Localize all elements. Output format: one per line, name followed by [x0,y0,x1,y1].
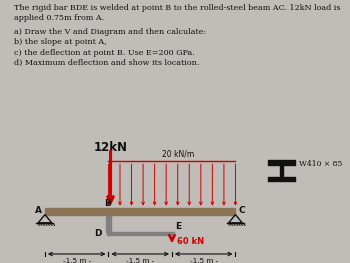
Text: A: A [35,206,42,215]
Text: B: B [104,199,111,208]
Text: applied 0.75m from A.: applied 0.75m from A. [14,14,104,22]
Text: 60 kN: 60 kN [177,237,204,246]
Text: The rigid bar BDE is welded at point B to the rolled-steel beam AC. 12kN load is: The rigid bar BDE is welded at point B t… [14,4,341,12]
Text: c) the deflection at point B. Use E=200 GPa.: c) the deflection at point B. Use E=200 … [14,49,195,57]
Text: C: C [239,206,245,215]
Text: E: E [175,222,181,231]
Text: b) the slope at point A,: b) the slope at point A, [14,38,107,46]
Text: d) Maximum deflection and show its location.: d) Maximum deflection and show its locat… [14,59,199,67]
Text: a) Draw the V and Diagram and then calculate:: a) Draw the V and Diagram and then calcu… [14,28,206,36]
Text: -1.5 m -: -1.5 m - [190,258,218,263]
Text: -1.5 m -: -1.5 m - [126,258,154,263]
Text: 20 kN/m: 20 kN/m [162,150,195,159]
Text: D: D [94,229,102,238]
Text: 12kN: 12kN [93,141,127,154]
Text: W410 × 85: W410 × 85 [299,160,343,168]
Text: -1.5 m -: -1.5 m - [63,258,91,263]
